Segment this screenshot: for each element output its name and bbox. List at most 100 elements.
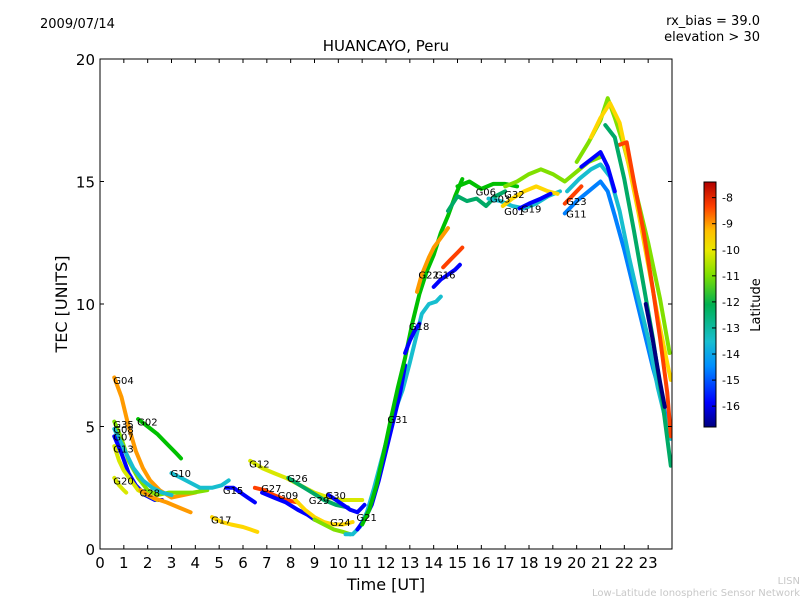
tec-trace-g08	[112, 426, 174, 498]
tec-trace-g05	[579, 150, 617, 194]
y-tick-label: 0	[85, 541, 95, 559]
chart-title: HUANCAYO, Peru	[322, 37, 450, 55]
tec-trace-g31b	[360, 177, 465, 527]
satellite-label-g01: G01	[504, 207, 524, 218]
tec-trace-g27	[252, 485, 300, 505]
satellite-label-g11: G11	[566, 209, 586, 220]
satellite-label-g15: G15	[223, 486, 243, 497]
credit-lisn: LISN	[777, 576, 800, 587]
satellite-label-g12: G12	[249, 459, 269, 470]
x-tick-label: 9	[310, 554, 320, 572]
satellite-label-g28: G28	[140, 489, 160, 500]
series-layer	[112, 96, 672, 537]
tec-trace-g19	[517, 191, 553, 211]
colorbar-tick-label: -14	[722, 348, 740, 361]
tec-trace-g23	[562, 184, 584, 206]
satellite-label-g21: G21	[356, 513, 376, 524]
colorbar-tick-label: -11	[722, 270, 740, 283]
colorbar: -8 -9 -10 -11 -12 -13 -14 -15 -16 Latitude	[703, 181, 764, 428]
rx-bias-label: rx_bias = 39.0	[666, 14, 760, 29]
tec-trace-g29	[293, 498, 355, 527]
colorbar-tick-label: -8	[722, 192, 733, 205]
x-tick-label: 5	[214, 554, 224, 572]
satellite-label-g03: G03	[490, 195, 510, 206]
tec-trace-g25	[617, 140, 672, 439]
x-tick-label: 3	[167, 554, 177, 572]
x-tick-label: 23	[639, 554, 658, 572]
tec-trace-g16b	[441, 245, 465, 270]
satellite-label-g20: G20	[113, 476, 133, 487]
x-tick-label: 2	[143, 554, 153, 572]
date-label: 2009/07/14	[40, 17, 115, 32]
tec-trace-g09	[260, 490, 317, 522]
elevation-label: elevation > 30	[664, 30, 760, 45]
satellite-label-g26: G26	[287, 474, 307, 485]
credit-network: Low-Latitude Ionospheric Sensor Network	[592, 588, 800, 599]
tec-trace-g06	[446, 189, 508, 213]
x-tick-label: 7	[262, 554, 272, 572]
tec-trace-g02	[136, 417, 183, 461]
satellite-label-g32: G32	[504, 190, 524, 201]
satellite-label-g24: G24	[330, 518, 350, 529]
satellite-label-g07: G07	[113, 432, 133, 443]
x-tick-label: 22	[615, 554, 634, 572]
colorbar-tick-label: -10	[722, 244, 740, 257]
satellite-label-g06: G06	[476, 187, 496, 198]
satellite-label-g29: G29	[309, 496, 329, 507]
satellite-label-g22: G22	[418, 271, 438, 282]
x-tick-label: 0	[95, 554, 105, 572]
colorbar-tick-label: -12	[722, 296, 740, 309]
y-tick-label: 15	[76, 174, 95, 192]
colorbar-tick-label: -15	[722, 374, 740, 387]
y-axis: 0 5 10 15 20	[76, 51, 672, 559]
satellite-label-g19: G19	[521, 204, 541, 215]
satellite-label-g08: G08	[113, 425, 133, 436]
satellite-label-g35: G35	[113, 420, 133, 431]
satellite-label-g10: G10	[171, 469, 191, 480]
tec-trace-g04	[112, 375, 198, 500]
x-tick-label: 20	[567, 554, 586, 572]
tec-trace-g18	[403, 321, 422, 355]
tec-trace-g16	[431, 262, 462, 289]
x-tick-label: 11	[353, 554, 372, 572]
satellite-label-g02: G02	[137, 418, 157, 429]
tec-trace-g26	[286, 475, 350, 510]
x-tick-label: 16	[472, 554, 491, 572]
satellite-label-g16: G16	[435, 271, 455, 282]
satellite-label-g27: G27	[261, 484, 281, 495]
y-tick-label: 20	[76, 51, 95, 69]
tec-trace-g22	[415, 226, 450, 294]
x-tick-label: 18	[519, 554, 538, 572]
colorbar-label: Latitude	[749, 278, 764, 332]
x-axis: 0 1 2 3 4 5 6 7 8 9 10 11 12 13 14 15 16 17 18 19 20 21 22 23	[95, 59, 658, 572]
tec-trace-g30	[326, 493, 367, 515]
satellite-label-g17: G17	[211, 516, 231, 527]
x-tick-label: 8	[286, 554, 296, 572]
x-axis-label: Time [UT]	[346, 575, 425, 594]
plot-area	[100, 59, 672, 549]
colorbar-tick-label: -13	[722, 322, 740, 335]
x-tick-label: 6	[238, 554, 248, 572]
colorbar-gradient	[703, 181, 717, 428]
satellite-label-g09: G09	[278, 491, 298, 502]
colorbar-tick-label: -9	[722, 218, 733, 231]
y-tick-label: 10	[76, 296, 95, 314]
x-tick-label: 14	[424, 554, 443, 572]
x-tick-label: 4	[191, 554, 201, 572]
tec-trace-g15	[224, 485, 257, 505]
y-tick-label: 5	[85, 419, 95, 437]
satellite-label-g13: G13	[113, 445, 133, 456]
x-tick-label: 19	[543, 554, 562, 572]
x-tick-label: 17	[496, 554, 515, 572]
tec-trace-g01	[500, 184, 560, 208]
tec-trace-g17	[210, 515, 260, 534]
x-tick-label: 10	[329, 554, 348, 572]
x-tick-label: 1	[119, 554, 129, 572]
tec-trace-g20	[112, 475, 129, 495]
tec-trace-g25c	[643, 302, 667, 409]
x-tick-label: 13	[400, 554, 419, 572]
colorbar-tick-label: -16	[722, 400, 740, 413]
satellite-label-g04: G04	[113, 376, 133, 387]
